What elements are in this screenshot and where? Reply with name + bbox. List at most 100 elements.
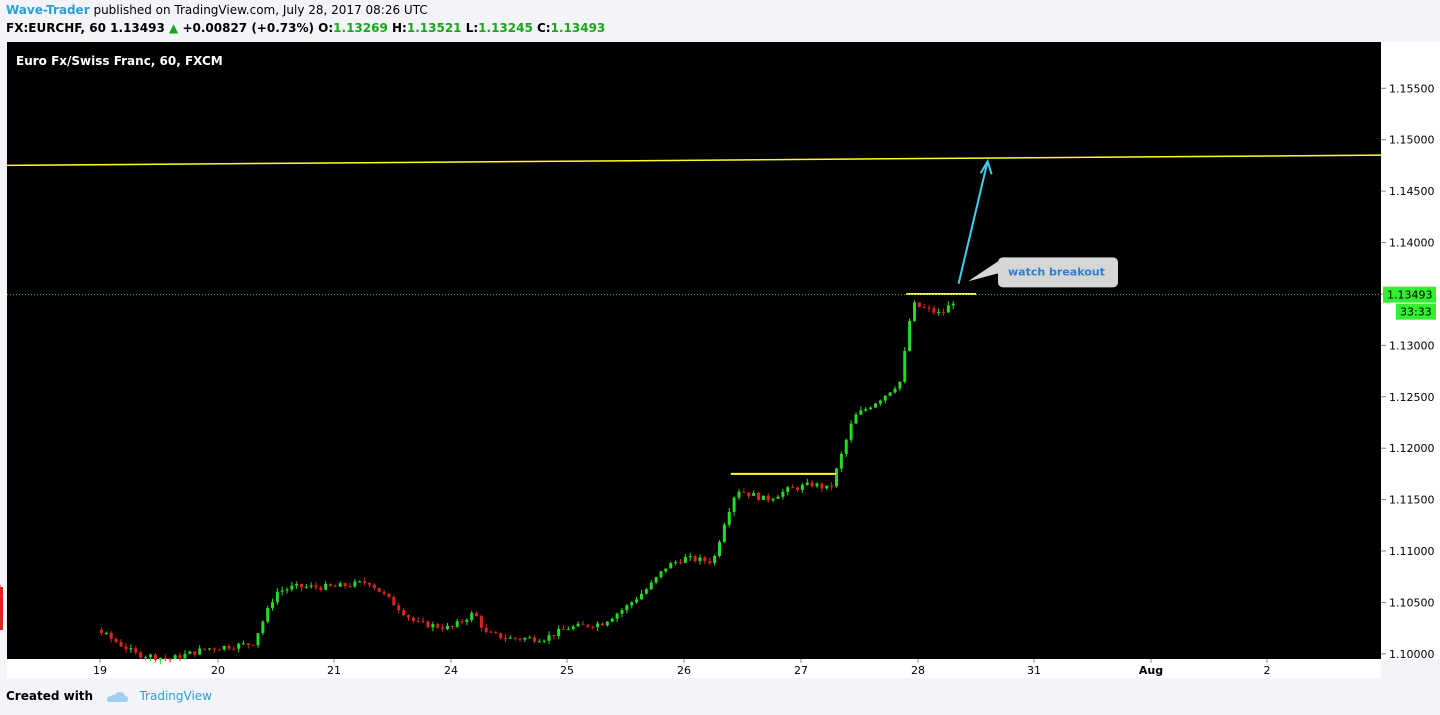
candle-body	[242, 643, 246, 645]
candle-body	[815, 483, 819, 487]
candle-body	[504, 638, 508, 640]
candle-body	[222, 645, 226, 650]
candle-body	[912, 302, 916, 321]
countdown-badge	[1396, 303, 1436, 320]
candle-body	[217, 649, 221, 651]
candle-body	[635, 599, 639, 603]
candle-body	[163, 657, 167, 659]
candle-body	[188, 651, 192, 654]
candle-body	[825, 485, 829, 489]
candle-body	[479, 616, 483, 628]
candle-body	[275, 591, 279, 603]
candle-body	[927, 307, 931, 309]
price-chart[interactable]: Euro Fx/Swiss Franc, 60, FXCM 1.15500 1.1…	[0, 42, 1440, 678]
arrow-head-icon	[979, 158, 993, 175]
up-triangle-icon: ▲	[169, 21, 179, 35]
candle-body	[600, 623, 604, 626]
candle-body	[605, 621, 609, 626]
candle-body	[674, 562, 678, 564]
candle-body	[0, 626, 3, 628]
footer: Created with TradingView	[6, 689, 212, 704]
candle-body	[576, 623, 580, 627]
candle-body	[834, 468, 838, 487]
candle-body	[465, 619, 469, 622]
time-axis[interactable]	[7, 659, 1381, 678]
candle-body	[460, 621, 464, 623]
candle-body	[124, 646, 128, 650]
low-label: L:	[465, 21, 479, 35]
candle-body	[542, 640, 546, 642]
candle-body	[304, 586, 308, 588]
candle-body	[0, 623, 3, 627]
candle-body	[134, 648, 138, 653]
candle-body	[898, 381, 902, 389]
candle-body	[421, 620, 425, 622]
candle-body	[144, 657, 148, 659]
candle-body	[314, 585, 318, 588]
x-tick-label: Aug	[1139, 664, 1163, 677]
candle-body	[951, 303, 955, 306]
candle-body	[455, 621, 459, 627]
x-tick-label: 26	[677, 664, 691, 677]
candle-body	[309, 585, 313, 587]
candle-body	[372, 584, 376, 589]
candle-body	[158, 657, 162, 660]
candle-body	[227, 645, 231, 649]
candle-body	[766, 495, 770, 501]
candle-body	[178, 655, 182, 659]
candle-body	[348, 586, 352, 588]
candle-body	[295, 583, 299, 586]
candle-body	[581, 623, 585, 625]
candle-body	[893, 388, 897, 393]
callout-bubble[interactable]	[998, 257, 1118, 288]
plot-background	[7, 42, 1381, 659]
candle-body	[727, 511, 731, 525]
candle-body	[104, 632, 108, 634]
candle-body	[849, 423, 853, 440]
candle-body	[859, 410, 863, 415]
candle-body	[353, 581, 357, 587]
y-tick-label: 1.11500	[1389, 494, 1435, 507]
candle-body	[883, 395, 887, 401]
candle-body	[0, 614, 3, 620]
candle-body	[203, 648, 207, 650]
candle-body	[212, 648, 216, 650]
candle-body	[508, 637, 512, 639]
long-trendline[interactable]	[6, 154, 1382, 167]
x-tick-label: 20	[211, 664, 225, 677]
candle-body	[791, 487, 795, 489]
candle-body	[392, 596, 396, 606]
candle-body	[820, 483, 824, 489]
candle-body	[475, 612, 479, 617]
candle-body	[562, 628, 566, 630]
x-tick-label: 27	[794, 664, 808, 677]
candle-body	[470, 612, 474, 620]
high-value: 1.13521	[406, 21, 462, 35]
tradingview-link[interactable]: TradingView	[139, 689, 212, 703]
candle-body	[533, 637, 537, 642]
price-axis[interactable]	[1381, 42, 1440, 659]
candle-body	[639, 593, 643, 600]
close-label: C:	[537, 21, 551, 35]
candle-body	[620, 610, 624, 614]
candle-body	[114, 638, 118, 643]
candle-body	[377, 588, 381, 592]
candle-body	[596, 623, 600, 628]
candle-body	[761, 495, 765, 500]
candle-body	[0, 608, 3, 615]
countdown-label: 33:33	[1400, 306, 1432, 319]
candle-body	[737, 491, 741, 498]
low-value: 1.13245	[478, 21, 533, 35]
candle-body	[285, 589, 289, 591]
candle-body	[659, 571, 663, 578]
breakout-arrow[interactable]	[957, 161, 989, 284]
y-tick-label: 1.12500	[1389, 391, 1435, 404]
candle-body	[0, 603, 3, 609]
published-text: published on TradingView.com, July 28, 2…	[93, 3, 428, 17]
author-name[interactable]: Wave-Trader	[6, 3, 90, 17]
open-label: O:	[318, 21, 334, 35]
y-tick-label: 1.10000	[1389, 648, 1435, 661]
candle-body	[523, 638, 527, 640]
candle-body	[246, 643, 250, 645]
candle-body	[0, 626, 3, 630]
